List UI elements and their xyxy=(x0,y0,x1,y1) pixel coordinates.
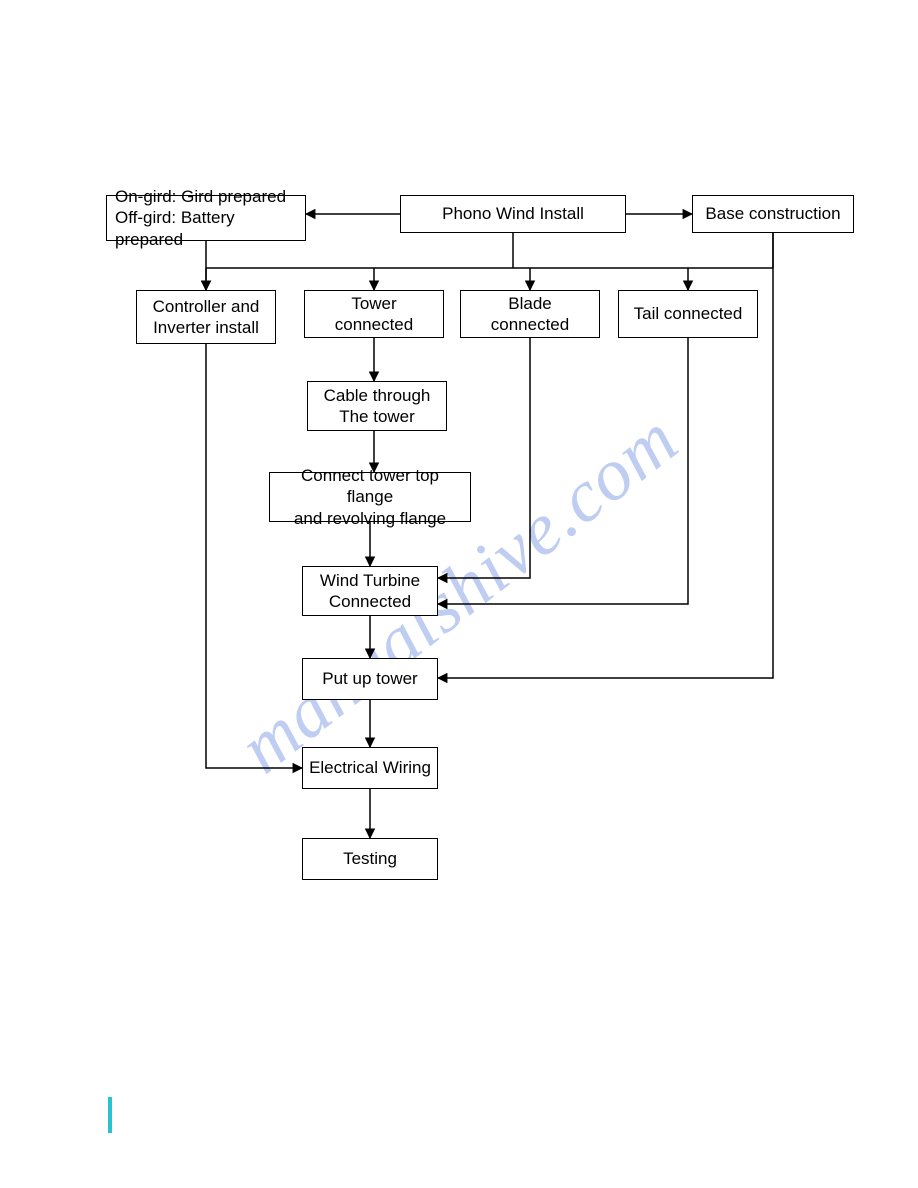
node-cable: Cable through The tower xyxy=(307,381,447,431)
node-wiring: Electrical Wiring xyxy=(302,747,438,789)
node-turbine: Wind Turbine Connected xyxy=(302,566,438,616)
page: manualshive.com On-gird: Gird prepared O… xyxy=(0,0,918,1188)
edges-layer xyxy=(0,0,918,1188)
node-putup: Put up tower xyxy=(302,658,438,700)
edge-blade-turbine xyxy=(438,338,530,578)
node-tail: Tail connected xyxy=(618,290,758,338)
node-phono: Phono Wind Install xyxy=(400,195,626,233)
page-corner-accent xyxy=(108,1097,112,1133)
watermark-text: manualshive.com xyxy=(224,397,695,791)
node-controller: Controller and Inverter install xyxy=(136,290,276,344)
edge-tail-turbine xyxy=(438,338,688,604)
node-ongird: On-gird: Gird prepared Off-gird: Battery… xyxy=(106,195,306,241)
node-testing: Testing xyxy=(302,838,438,880)
node-flange: Connect tower top flange and revolving f… xyxy=(269,472,471,522)
node-base: Base construction xyxy=(692,195,854,233)
node-blade: Blade connected xyxy=(460,290,600,338)
node-tower: Tower connected xyxy=(304,290,444,338)
edge-controller-wiring xyxy=(206,344,302,768)
